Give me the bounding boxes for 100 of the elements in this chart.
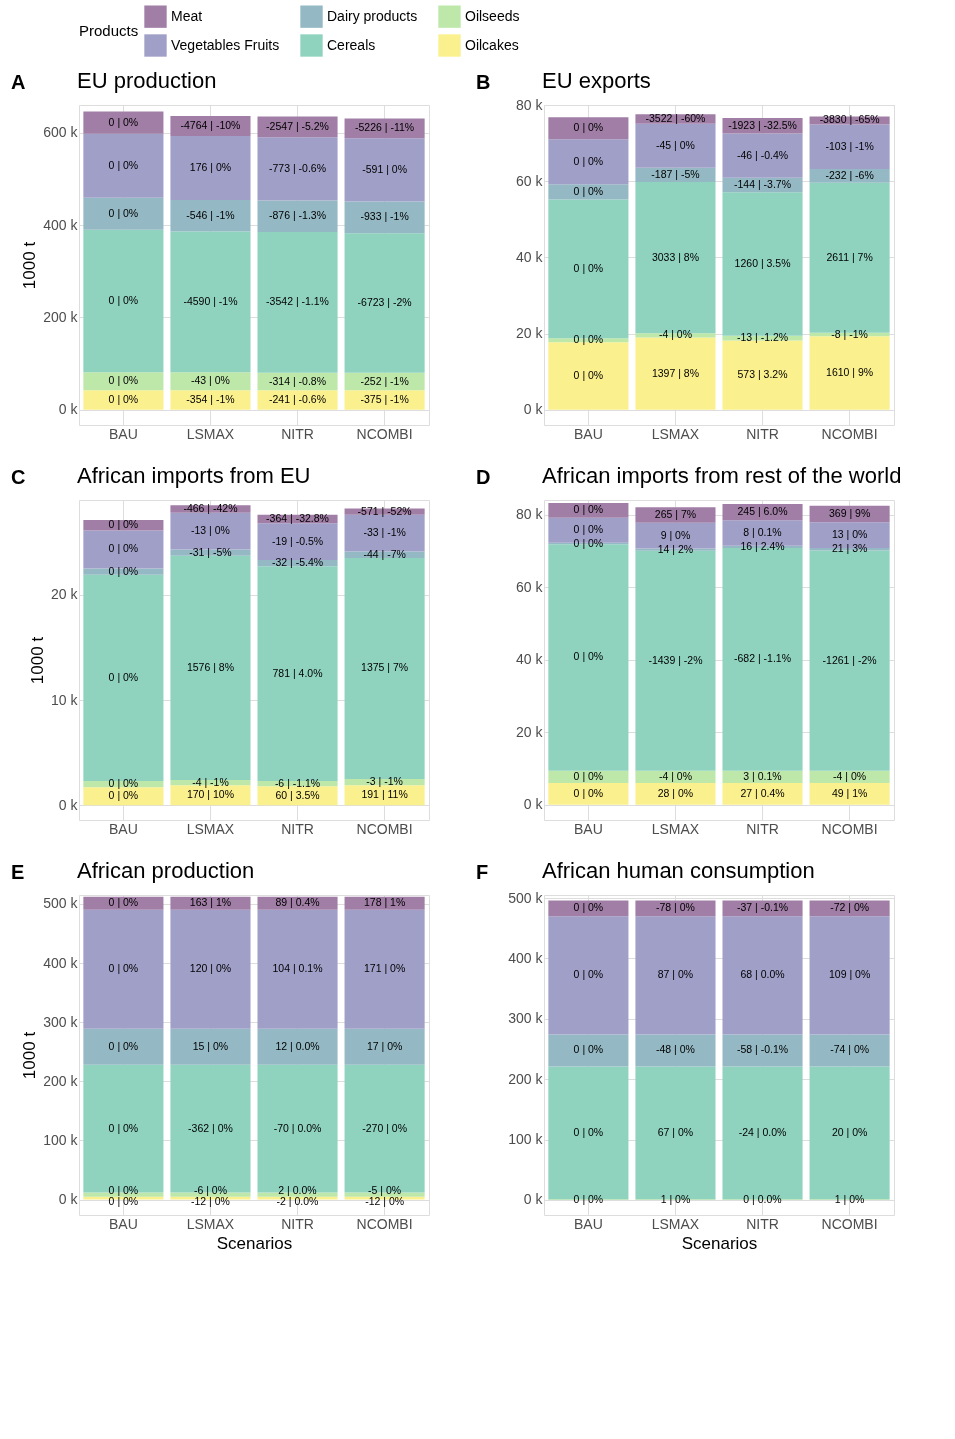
bar: [722, 916, 803, 1035]
bar: [548, 139, 629, 185]
annotation: 0 | 0%: [573, 261, 604, 274]
x-tick-label: LSMAX: [651, 425, 700, 442]
y-tick-label: 0 k: [523, 401, 544, 418]
annotation: 0 | 0%: [108, 564, 139, 577]
text: E: [11, 861, 25, 883]
bar: [170, 555, 251, 780]
annotation: 0 | 0%: [573, 121, 604, 134]
annotation: 1 | 0%: [660, 1192, 691, 1205]
annotation: -3 | -1%: [366, 775, 403, 788]
bar: [170, 390, 251, 410]
annotation: 178 | 1%: [363, 896, 406, 909]
annotation: -19 | -0.5%: [271, 534, 324, 547]
legend-label: Oilseeds: [465, 7, 520, 24]
bar: [809, 124, 890, 169]
bar: [548, 900, 629, 917]
y-tick-label: 300 k: [508, 1010, 544, 1027]
annotation: 3033 | 8%: [651, 250, 700, 263]
bar: [257, 909, 338, 1029]
annotation: 1260 | 3.5%: [734, 257, 791, 270]
x-tick-label: LSMAX: [186, 820, 235, 837]
annotation: 1576 | 8%: [186, 660, 235, 673]
bar: [344, 1028, 425, 1065]
y-tick-label: 60 k: [516, 172, 544, 189]
annotation: -3542 | -1.1%: [266, 295, 329, 308]
bar: [170, 200, 251, 232]
annotation: 0 | 0%: [573, 1043, 604, 1056]
annotation: 0 | 0%: [573, 333, 604, 346]
annotation: 8 | 0.1%: [743, 526, 782, 539]
bar: [170, 512, 251, 550]
legend-title: Products: [79, 22, 139, 39]
annotation: -4764 | -10%: [180, 119, 241, 132]
bar: [257, 523, 338, 560]
annotation: 15 | 0%: [192, 1039, 229, 1052]
annotation: 170 | 10%: [186, 788, 235, 801]
x-tick-label: BAU: [109, 820, 138, 837]
annotation: 49 | 1%: [831, 786, 868, 799]
annotation: 1375 | 7%: [361, 661, 409, 674]
x-tick-label: NCOMBI: [356, 820, 413, 837]
annotation: -33 | -1%: [363, 526, 406, 539]
legend-label: Meat: [171, 7, 203, 24]
chart-title: African production: [77, 858, 255, 883]
annotation: 109 | 0%: [828, 968, 871, 981]
chart-title: African imports from rest of the world: [542, 463, 902, 488]
annotation: -3522 | -60%: [645, 111, 706, 124]
annotation: -5226 | -11%: [355, 121, 415, 134]
annotation: 120 | 0%: [189, 962, 232, 975]
y-axis-title: 1000 t: [20, 1031, 40, 1080]
bar: [548, 117, 629, 140]
chart-title: African imports from EU: [77, 463, 311, 488]
bar: [83, 111, 164, 134]
bar: [809, 550, 890, 771]
bar: [170, 909, 251, 1029]
bar: [635, 782, 716, 805]
y-tick-label: 200 k: [508, 1070, 544, 1087]
x-tick-label: NITR: [746, 1215, 779, 1232]
bar: [83, 229, 164, 373]
annotation: -48 | 0%: [656, 1043, 695, 1056]
annotation: 781 | 4.0%: [272, 666, 323, 679]
annotation: 0 | 0%: [108, 1121, 139, 1134]
bar: [170, 231, 251, 373]
bar: [83, 1028, 164, 1065]
x-tick-label: BAU: [574, 820, 603, 837]
annotation: -3830 | -65%: [819, 113, 880, 126]
bar: [83, 1192, 164, 1197]
bar: [83, 530, 164, 569]
text: C: [11, 466, 26, 488]
y-tick-label: 0 k: [58, 1191, 79, 1208]
chart-title: EU production: [77, 68, 217, 93]
annotation: 0 | 0%: [573, 786, 604, 799]
bar: [170, 1192, 251, 1197]
annotation: -773 | -0.6%: [269, 161, 327, 174]
x-tick-label: BAU: [109, 425, 138, 442]
annotation: 0 | 0%: [573, 184, 604, 197]
y-tick-label: 40 k: [516, 248, 544, 265]
y-tick-label: 400 k: [43, 216, 79, 233]
y-tick-label: 20 k: [516, 723, 544, 740]
annotation: 0 | 0%: [108, 777, 139, 790]
annotation: 573 | 3.2%: [737, 368, 788, 381]
annotation: 0 | 0%: [573, 901, 604, 914]
annotation: 191 | 11%: [361, 788, 408, 801]
annotation: 0 | 0%: [108, 294, 139, 307]
annotation: -4590 | -1%: [183, 294, 238, 307]
bar: [344, 557, 425, 779]
legend-label: Oilcakes: [465, 36, 519, 53]
annotation: -6723 | -2%: [357, 296, 412, 309]
y-tick-label: 20 k: [51, 586, 79, 603]
x-tick-label: NCOMBI: [356, 1215, 413, 1232]
annotation: 369 | 9%: [828, 506, 871, 519]
annotation: -32 | -5.4%: [271, 556, 324, 569]
bar: [257, 231, 338, 373]
annotation: 0 | 0%: [108, 1183, 139, 1196]
annotation: 2611 | 7%: [826, 250, 873, 263]
annotation: -1261 | -2%: [822, 653, 877, 666]
bar: [809, 916, 890, 1035]
x-tick-label: NCOMBI: [821, 425, 878, 442]
y-tick-label: 600 k: [43, 124, 79, 141]
bar: [722, 782, 803, 805]
annotation: 265 | 7%: [654, 508, 697, 521]
